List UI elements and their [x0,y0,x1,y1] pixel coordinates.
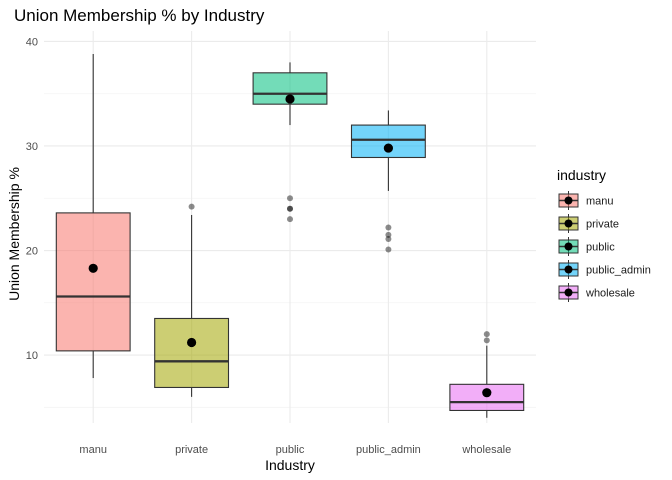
mean-point [88,263,98,273]
box-public_admin [350,110,426,253]
legend-title: industry [557,167,606,183]
x-tick-label: public [276,444,305,456]
legend: industry manu private public public_adminwh… [557,167,651,303]
box-iqr [154,317,230,389]
legend-label: public [586,242,615,254]
outlier-point [385,231,392,238]
box-private [154,203,230,397]
mean-point [187,337,197,348]
legend-label: public_admin [586,265,651,277]
outlier-point [483,331,490,338]
outlier-point [385,246,392,253]
box-series [55,53,525,418]
legend-item-wholesale: wholesale [557,282,635,303]
mean-point [285,94,295,104]
y-tick-label: 10 [26,350,38,362]
legend-key-point [564,242,573,251]
legend-key-point [564,219,573,228]
legend-item-manu: manu [557,190,614,211]
y-axis-ticks: 10 20 30 40 [26,36,38,362]
mean-point [482,388,492,398]
legend-item-public_admin: public_admin [557,259,651,280]
x-axis-title: Industry [265,457,315,473]
y-tick-label: 20 [26,246,38,258]
outlier-point [287,205,293,212]
y-tick-label: 30 [26,141,38,153]
legend-key-point [564,196,573,205]
box-manu [55,53,131,379]
chart-title: Union Membership % by Industry [14,6,265,25]
legend-label: wholesale [585,288,635,300]
outlier-point [287,195,293,202]
outlier-point [385,236,392,243]
y-axis-title: Union Membership % [6,167,22,301]
legend-key-point [564,288,573,297]
legend-label: private [586,219,619,231]
outlier-point [188,203,195,210]
legend-item-private: private [557,213,619,234]
outlier-point [483,337,490,344]
x-tick-label: manu [79,444,107,456]
y-tick-label: 40 [26,36,38,48]
legend-label: manu [586,196,614,208]
x-tick-label: public_admin [356,444,421,456]
box-public [252,62,328,223]
legend-item-public: public [557,236,615,257]
box-wholesale [449,331,525,418]
mean-point [383,143,393,153]
outlier-point [385,224,392,231]
x-axis-ticks: manu private public public_admin wholesale [79,444,511,456]
outlier-point [287,216,293,223]
outlier-point [287,205,293,212]
box-iqr [55,212,131,352]
x-tick-label: wholesale [461,444,511,456]
legend-key-point [564,265,573,274]
x-tick-label: private [175,444,208,456]
